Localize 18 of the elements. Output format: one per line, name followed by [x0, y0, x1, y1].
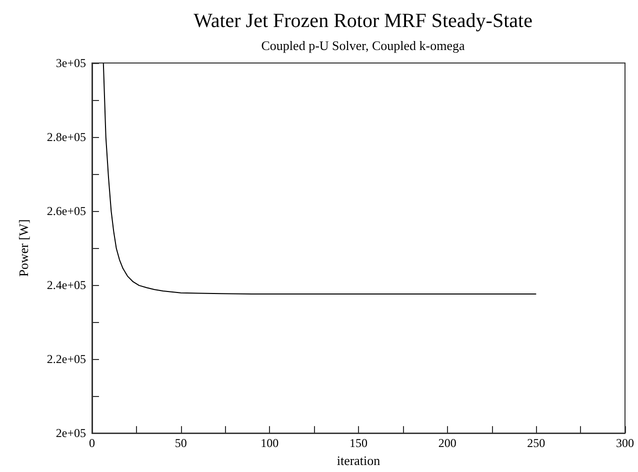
y-tick-label: 2.8e+05 — [46, 130, 86, 144]
y-tick-label: 3e+05 — [56, 56, 86, 70]
x-tick-label: 0 — [89, 436, 95, 450]
x-tick-label: 200 — [438, 436, 456, 450]
x-axis-title: iteration — [336, 453, 381, 468]
x-tick-label: 50 — [174, 436, 187, 450]
x-tick-label: 150 — [350, 436, 368, 450]
chart-title: Water Jet Frozen Rotor MRF Steady-State — [194, 10, 533, 32]
y-tick-label: 2.2e+05 — [46, 352, 86, 366]
y-axis-title: Power [W] — [16, 219, 31, 277]
x-tick-label: 100 — [260, 436, 279, 450]
y-tick-label: 2e+05 — [56, 426, 86, 440]
y-tick-label: 2.6e+05 — [46, 204, 86, 218]
line-series — [102, 62, 537, 294]
y-tick-label: 2.4e+05 — [46, 278, 86, 292]
chart-subtitle: Coupled p-U Solver, Coupled k-omega — [261, 38, 465, 53]
x-tick-label: 300 — [616, 436, 634, 450]
x-tick-label: 250 — [527, 436, 546, 450]
